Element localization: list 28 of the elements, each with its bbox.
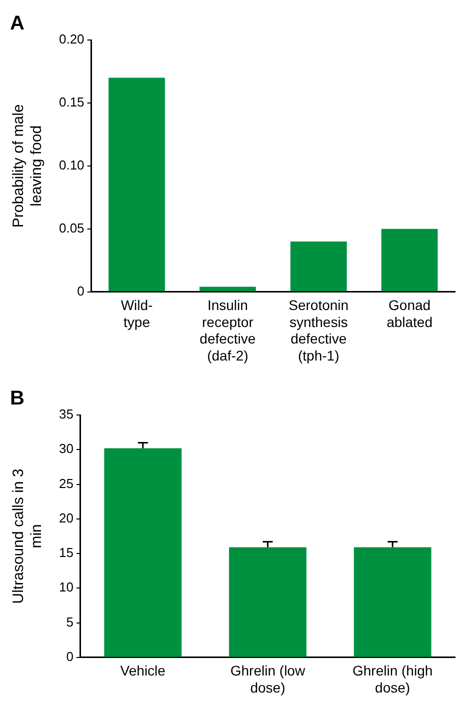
y-tick-label: 35: [58, 406, 74, 422]
y-tick-label: 0.20: [58, 32, 84, 47]
x-tick-label: Insulin receptor defective (daf-2): [200, 297, 256, 364]
y-tick-label: 20: [58, 510, 74, 526]
bar: [290, 241, 347, 292]
x-tick-label: Ghrelin (low dose): [230, 662, 306, 696]
x-tick-label: Gonad ablated: [386, 297, 433, 330]
y-tick-label: 0: [77, 283, 84, 298]
chart-title: A: [10, 12, 24, 35]
bar: [381, 228, 438, 292]
x-tick-label: Ghrelin (high dose): [352, 662, 433, 696]
bar: [200, 286, 256, 292]
y-axis-title: Ultrasound calls in 3 min: [10, 468, 46, 604]
y-tick-label: 0.15: [58, 94, 84, 110]
x-tick-label: Serotonin synthesis defective (tph-1): [288, 297, 349, 364]
y-tick-label: 0: [66, 648, 74, 664]
y-tick-label: 25: [58, 476, 74, 491]
chart-title: B: [10, 388, 24, 410]
y-tick-label: 0.10: [58, 157, 84, 172]
y-tick-label: 30: [58, 441, 74, 456]
y-tick-label: 10: [58, 580, 74, 595]
x-tick-label: Vehicle: [120, 662, 166, 679]
y-axis-title: Probability of male leaving food: [10, 104, 46, 228]
y-tick-label: 5: [66, 614, 74, 630]
bar: [108, 78, 165, 292]
x-tick-label: Wild-type: [120, 297, 154, 330]
y-tick-label: 0.05: [58, 220, 84, 236]
y-tick-label: 15: [58, 545, 74, 560]
